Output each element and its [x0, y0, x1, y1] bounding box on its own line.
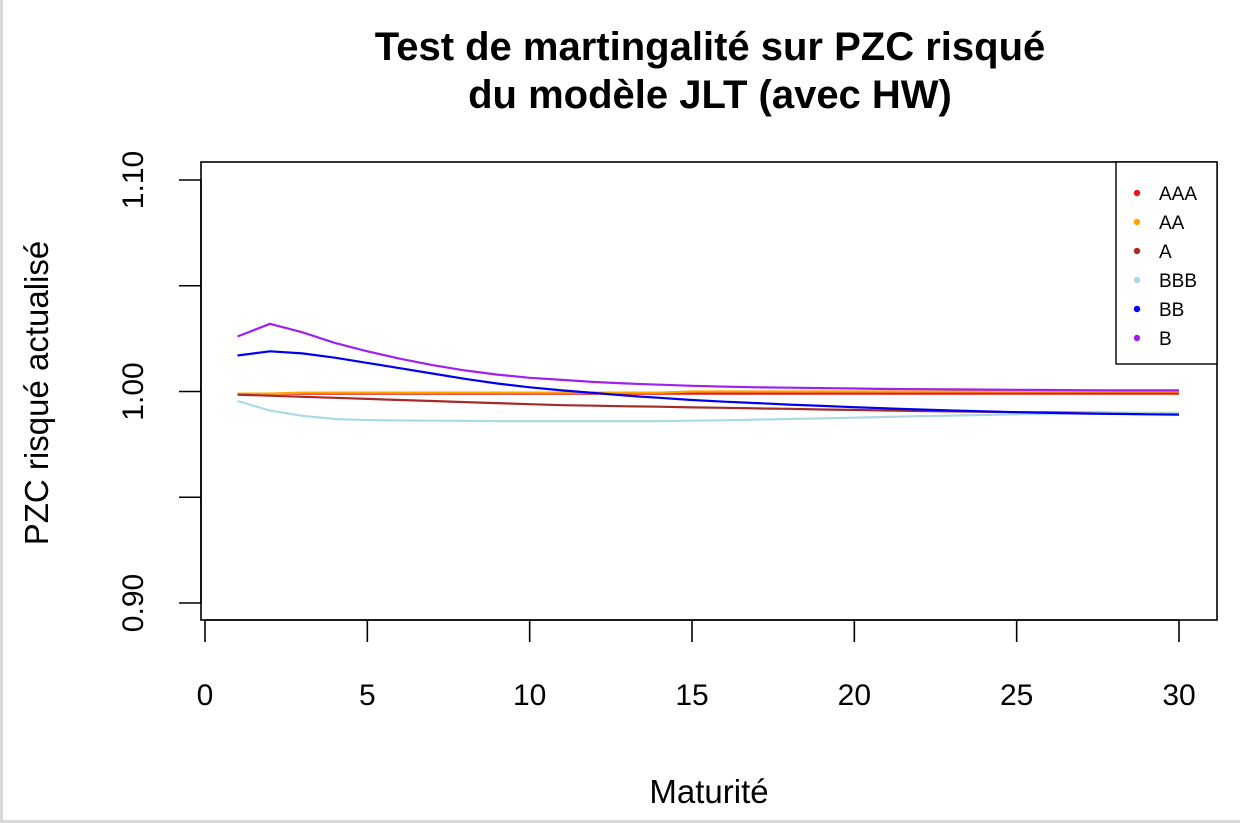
legend-label-aa: AA	[1159, 213, 1185, 234]
y-axis-label: PZC risqué actualisé	[18, 241, 55, 545]
y-tick-label: 1.10	[117, 151, 150, 209]
legend-marker-bb	[1133, 305, 1141, 313]
x-axis: 0 5 10 15 20 25 30	[197, 619, 1196, 712]
legend-marker-aa	[1133, 218, 1141, 226]
y-tick-label: 1.00	[117, 362, 150, 420]
x-tick-label: 5	[359, 679, 376, 712]
series-line-bbb	[237, 399, 1179, 423]
legend-label-bb: BB	[1159, 300, 1184, 321]
x-tick-label: 10	[513, 679, 546, 712]
series-lines	[237, 322, 1180, 423]
series-line-bb	[237, 350, 1180, 416]
x-tick-label: 20	[838, 679, 871, 712]
y-axis: 0.90 1.00 1.10	[117, 151, 202, 632]
legend-label-aaa: AAA	[1159, 184, 1197, 205]
x-tick-label: 30	[1162, 679, 1195, 712]
series-line-aa	[237, 390, 1179, 395]
series-line-b	[237, 322, 1179, 392]
legend-label-bbb: BBB	[1159, 271, 1197, 292]
x-tick-label: 25	[1000, 679, 1033, 712]
chart-title-line-1: Test de martingalité sur PZC risqué	[375, 25, 1046, 69]
legend-label-b: B	[1159, 329, 1172, 350]
legend-marker-bbb	[1133, 276, 1141, 284]
legend-label-a: A	[1159, 242, 1172, 263]
legend-marker-aaa	[1133, 189, 1141, 197]
x-tick-label: 15	[675, 679, 708, 712]
legend-box	[1115, 161, 1218, 365]
y-tick-label: 0.90	[117, 574, 150, 632]
series-line-a	[237, 393, 1180, 415]
x-axis-label: Maturité	[649, 773, 768, 810]
legend-marker-b	[1133, 334, 1141, 342]
legend-marker-a	[1133, 247, 1141, 255]
chart-title-line-2: du modèle JLT (avec HW)	[468, 73, 952, 117]
x-tick-label: 0	[197, 679, 214, 712]
